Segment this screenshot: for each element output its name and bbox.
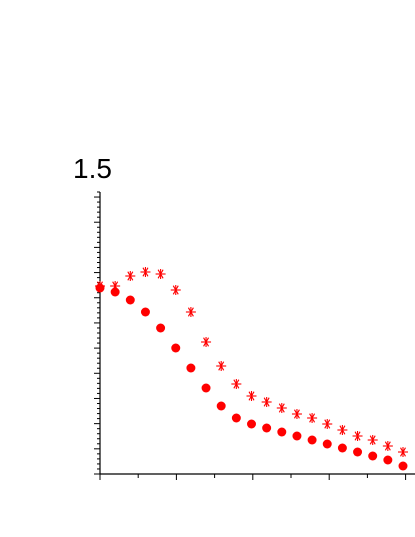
data-point-circle (125, 295, 135, 305)
data-point-asterisk (322, 419, 333, 429)
data-point-asterisk (398, 447, 408, 457)
y-ticks (94, 191, 100, 475)
data-point-circle (231, 413, 241, 423)
data-point-circle (156, 323, 166, 333)
data-point-asterisk (276, 403, 287, 413)
data-point-asterisk (125, 271, 136, 281)
y-tick-label-top: 1.5 (73, 153, 112, 184)
data-point-circle (262, 423, 272, 433)
data-point-circle (186, 363, 196, 373)
data-point-circle (337, 443, 347, 453)
data-point-asterisk (367, 435, 378, 445)
data-point-asterisk (246, 391, 257, 401)
data-point-circle (216, 401, 226, 411)
series-layer (95, 267, 408, 471)
data-point-circle (140, 307, 150, 317)
data-point-asterisk (216, 361, 227, 371)
data-point-asterisk (307, 413, 318, 423)
data-point-asterisk (201, 337, 212, 347)
data-point-asterisk (291, 409, 302, 419)
data-point-circle (171, 343, 181, 353)
data-point-circle (307, 435, 317, 445)
data-point-asterisk (155, 269, 166, 279)
data-point-asterisk (231, 379, 242, 389)
data-point-asterisk (337, 425, 348, 435)
data-point-circle (368, 451, 378, 461)
x-ticks (99, 474, 407, 480)
data-point-circle (353, 447, 363, 457)
data-point-circle (110, 287, 120, 297)
data-point-circle (383, 455, 393, 465)
data-point-asterisk (185, 307, 196, 317)
data-point-circle (95, 283, 105, 293)
data-point-asterisk (170, 285, 181, 295)
data-point-circle (322, 439, 332, 449)
data-point-asterisk (261, 397, 272, 407)
data-point-asterisk (382, 441, 393, 451)
data-point-asterisk (140, 267, 151, 277)
data-point-circle (292, 431, 302, 441)
data-point-circle (398, 461, 408, 471)
data-point-circle (247, 419, 256, 429)
data-point-circle (277, 427, 287, 437)
data-point-circle (201, 383, 211, 393)
data-point-asterisk (352, 431, 363, 441)
